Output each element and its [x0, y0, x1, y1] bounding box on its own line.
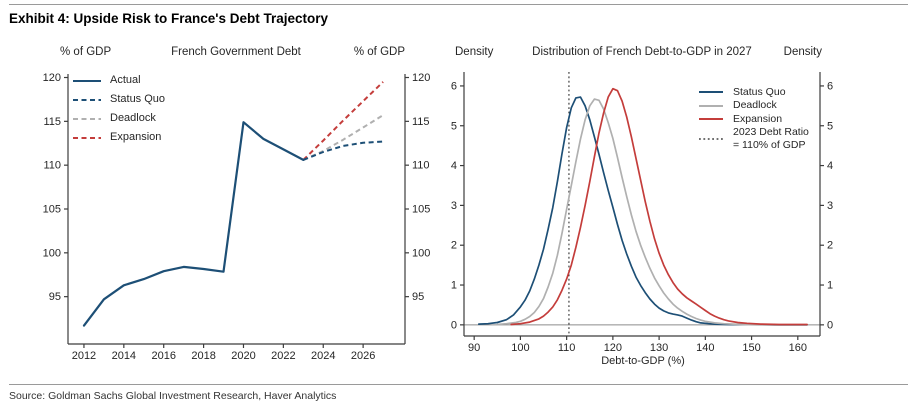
- legend-item: Deadlock: [698, 99, 809, 113]
- y-tick-label: 2: [827, 240, 833, 252]
- legend-item: Expansion: [698, 113, 809, 127]
- x-tick-label: 90: [468, 342, 480, 354]
- y-tick-label: 4: [451, 160, 457, 172]
- legend-swatch-solid: [73, 79, 101, 82]
- x-tick-label: 160: [789, 342, 807, 354]
- y-tick-label: 105: [412, 204, 430, 216]
- right-chart-title: Distribution of French Debt-to-GDP in 20…: [532, 46, 752, 58]
- legend-label: Expansion: [733, 113, 783, 126]
- x-tick-label: 100: [511, 342, 529, 354]
- source-divider: [9, 384, 908, 385]
- legend-item: Status Quo: [698, 85, 809, 99]
- legend-swatch-solid: [699, 90, 723, 93]
- y-tick-label: 120: [412, 72, 430, 84]
- legend-swatch-dotted: [699, 138, 723, 140]
- y-tick-label: 95: [49, 291, 61, 303]
- y-tick-label: 6: [827, 80, 833, 92]
- series-line-actual: [82, 121, 305, 327]
- y-tick-label: 110: [43, 160, 61, 172]
- left-chart: % of GDP French Government Debt % of GDP…: [30, 46, 435, 369]
- legend-swatch-dashed: [73, 136, 101, 139]
- top-divider: [9, 4, 908, 5]
- series-line-deadlock: [302, 114, 384, 161]
- legend-label: Deadlock: [733, 99, 777, 112]
- left-chart-legend: Actual Status Quo Deadlock Expansion: [72, 71, 165, 147]
- y-tick-label: 3: [827, 200, 833, 212]
- legend-swatch-solid: [699, 104, 723, 107]
- y-tick-label: 5: [451, 120, 457, 132]
- x-tick-label: 2018: [191, 350, 215, 362]
- y-tick-label: 0: [451, 319, 457, 331]
- legend-label: Status Quo: [733, 85, 786, 98]
- x-tick-label: 120: [604, 342, 622, 354]
- y-tick-label: 115: [412, 116, 430, 128]
- legend-item: 2023 Debt Ratio = 110% of GDP: [698, 126, 809, 151]
- legend-label: Status Quo: [110, 93, 166, 106]
- source-note: Source: Goldman Sachs Global Investment …: [9, 390, 337, 402]
- series-line-expansion: [510, 87, 808, 326]
- legend-label-line: 2023 Debt Ratio: [733, 126, 809, 139]
- legend-swatch-dashed: [73, 98, 101, 101]
- right-chart-legend: Status Quo Deadlock Expansion 2023 Debt Rat…: [698, 85, 809, 151]
- y-tick-label: 95: [412, 291, 424, 303]
- legend-item: Actual: [72, 71, 165, 90]
- left-chart-left-axis-title: % of GDP: [60, 46, 112, 58]
- legend-swatch-solid: [699, 118, 723, 121]
- y-tick-label: 120: [43, 72, 61, 84]
- legend-label-line: = 110% of GDP: [733, 138, 806, 151]
- x-tick-label: 2026: [351, 350, 375, 362]
- right-chart: Density Distribution of French Debt-to-G…: [440, 46, 900, 369]
- y-tick-label: 3: [451, 200, 457, 212]
- y-tick-label: 1: [827, 280, 833, 292]
- series-line-deadlock: [496, 98, 808, 326]
- y-tick-label: 100: [412, 247, 430, 259]
- legend-label: Expansion: [110, 131, 162, 144]
- legend-item: Deadlock: [72, 109, 165, 128]
- series-line-expansion: [302, 81, 384, 161]
- x-tick-label: 2022: [271, 350, 295, 362]
- x-tick-label: 130: [650, 342, 668, 354]
- legend-swatch-dashed: [73, 117, 101, 120]
- right-chart-left-axis-title: Density: [455, 46, 494, 58]
- x-tick-label: 2012: [72, 350, 96, 362]
- legend-label: 2023 Debt Ratio = 110% of GDP: [733, 126, 809, 151]
- series-line-status-quo: [477, 96, 808, 326]
- y-tick-label: 0: [827, 319, 833, 331]
- y-tick-label: 110: [412, 160, 430, 172]
- left-chart-plot: 95 95 100 100 105 105 110 110 115 115 120 120 2012 20…: [43, 72, 431, 362]
- y-tick-label: 5: [827, 120, 833, 132]
- y-tick-label: 6: [451, 80, 457, 92]
- x-tick-label: 2024: [311, 350, 335, 362]
- right-chart-right-axis-title: Density: [783, 46, 822, 58]
- x-tick-label: 2020: [231, 350, 255, 362]
- left-chart-right-axis-title: % of GDP: [353, 46, 405, 58]
- right-chart-x-axis-label: Debt-to-GDP (%): [601, 355, 685, 367]
- y-tick-label: 100: [43, 247, 61, 259]
- y-tick-label: 4: [827, 160, 833, 172]
- legend-label: Actual: [110, 74, 141, 87]
- y-tick-label: 1: [451, 280, 457, 292]
- legend-label: Deadlock: [110, 112, 156, 125]
- y-tick-label: 105: [43, 204, 61, 216]
- right-chart-header: Density Distribution of French Debt-to-G…: [440, 46, 900, 64]
- x-tick-label: 2014: [112, 350, 136, 362]
- x-tick-label: 140: [696, 342, 714, 354]
- left-chart-header: % of GDP French Government Debt % of GDP: [30, 46, 435, 64]
- x-tick-label: 150: [742, 342, 760, 354]
- exhibit-title: Exhibit 4: Upside Risk to France's Debt …: [9, 11, 329, 26]
- y-tick-label: 2: [451, 240, 457, 252]
- left-chart-title: French Government Debt: [171, 46, 301, 58]
- right-chart-plot: 0 0 1 1 2 2 3 3 4 4 5 5 6 6 90 100 110 120 130 140 150 160: [451, 72, 833, 354]
- x-tick-label: 110: [558, 342, 576, 354]
- legend-item: Status Quo: [72, 90, 165, 109]
- x-tick-label: 2016: [151, 350, 175, 362]
- legend-item: Expansion: [72, 128, 165, 147]
- series-line-status-quo: [302, 140, 384, 161]
- y-tick-label: 115: [43, 116, 61, 128]
